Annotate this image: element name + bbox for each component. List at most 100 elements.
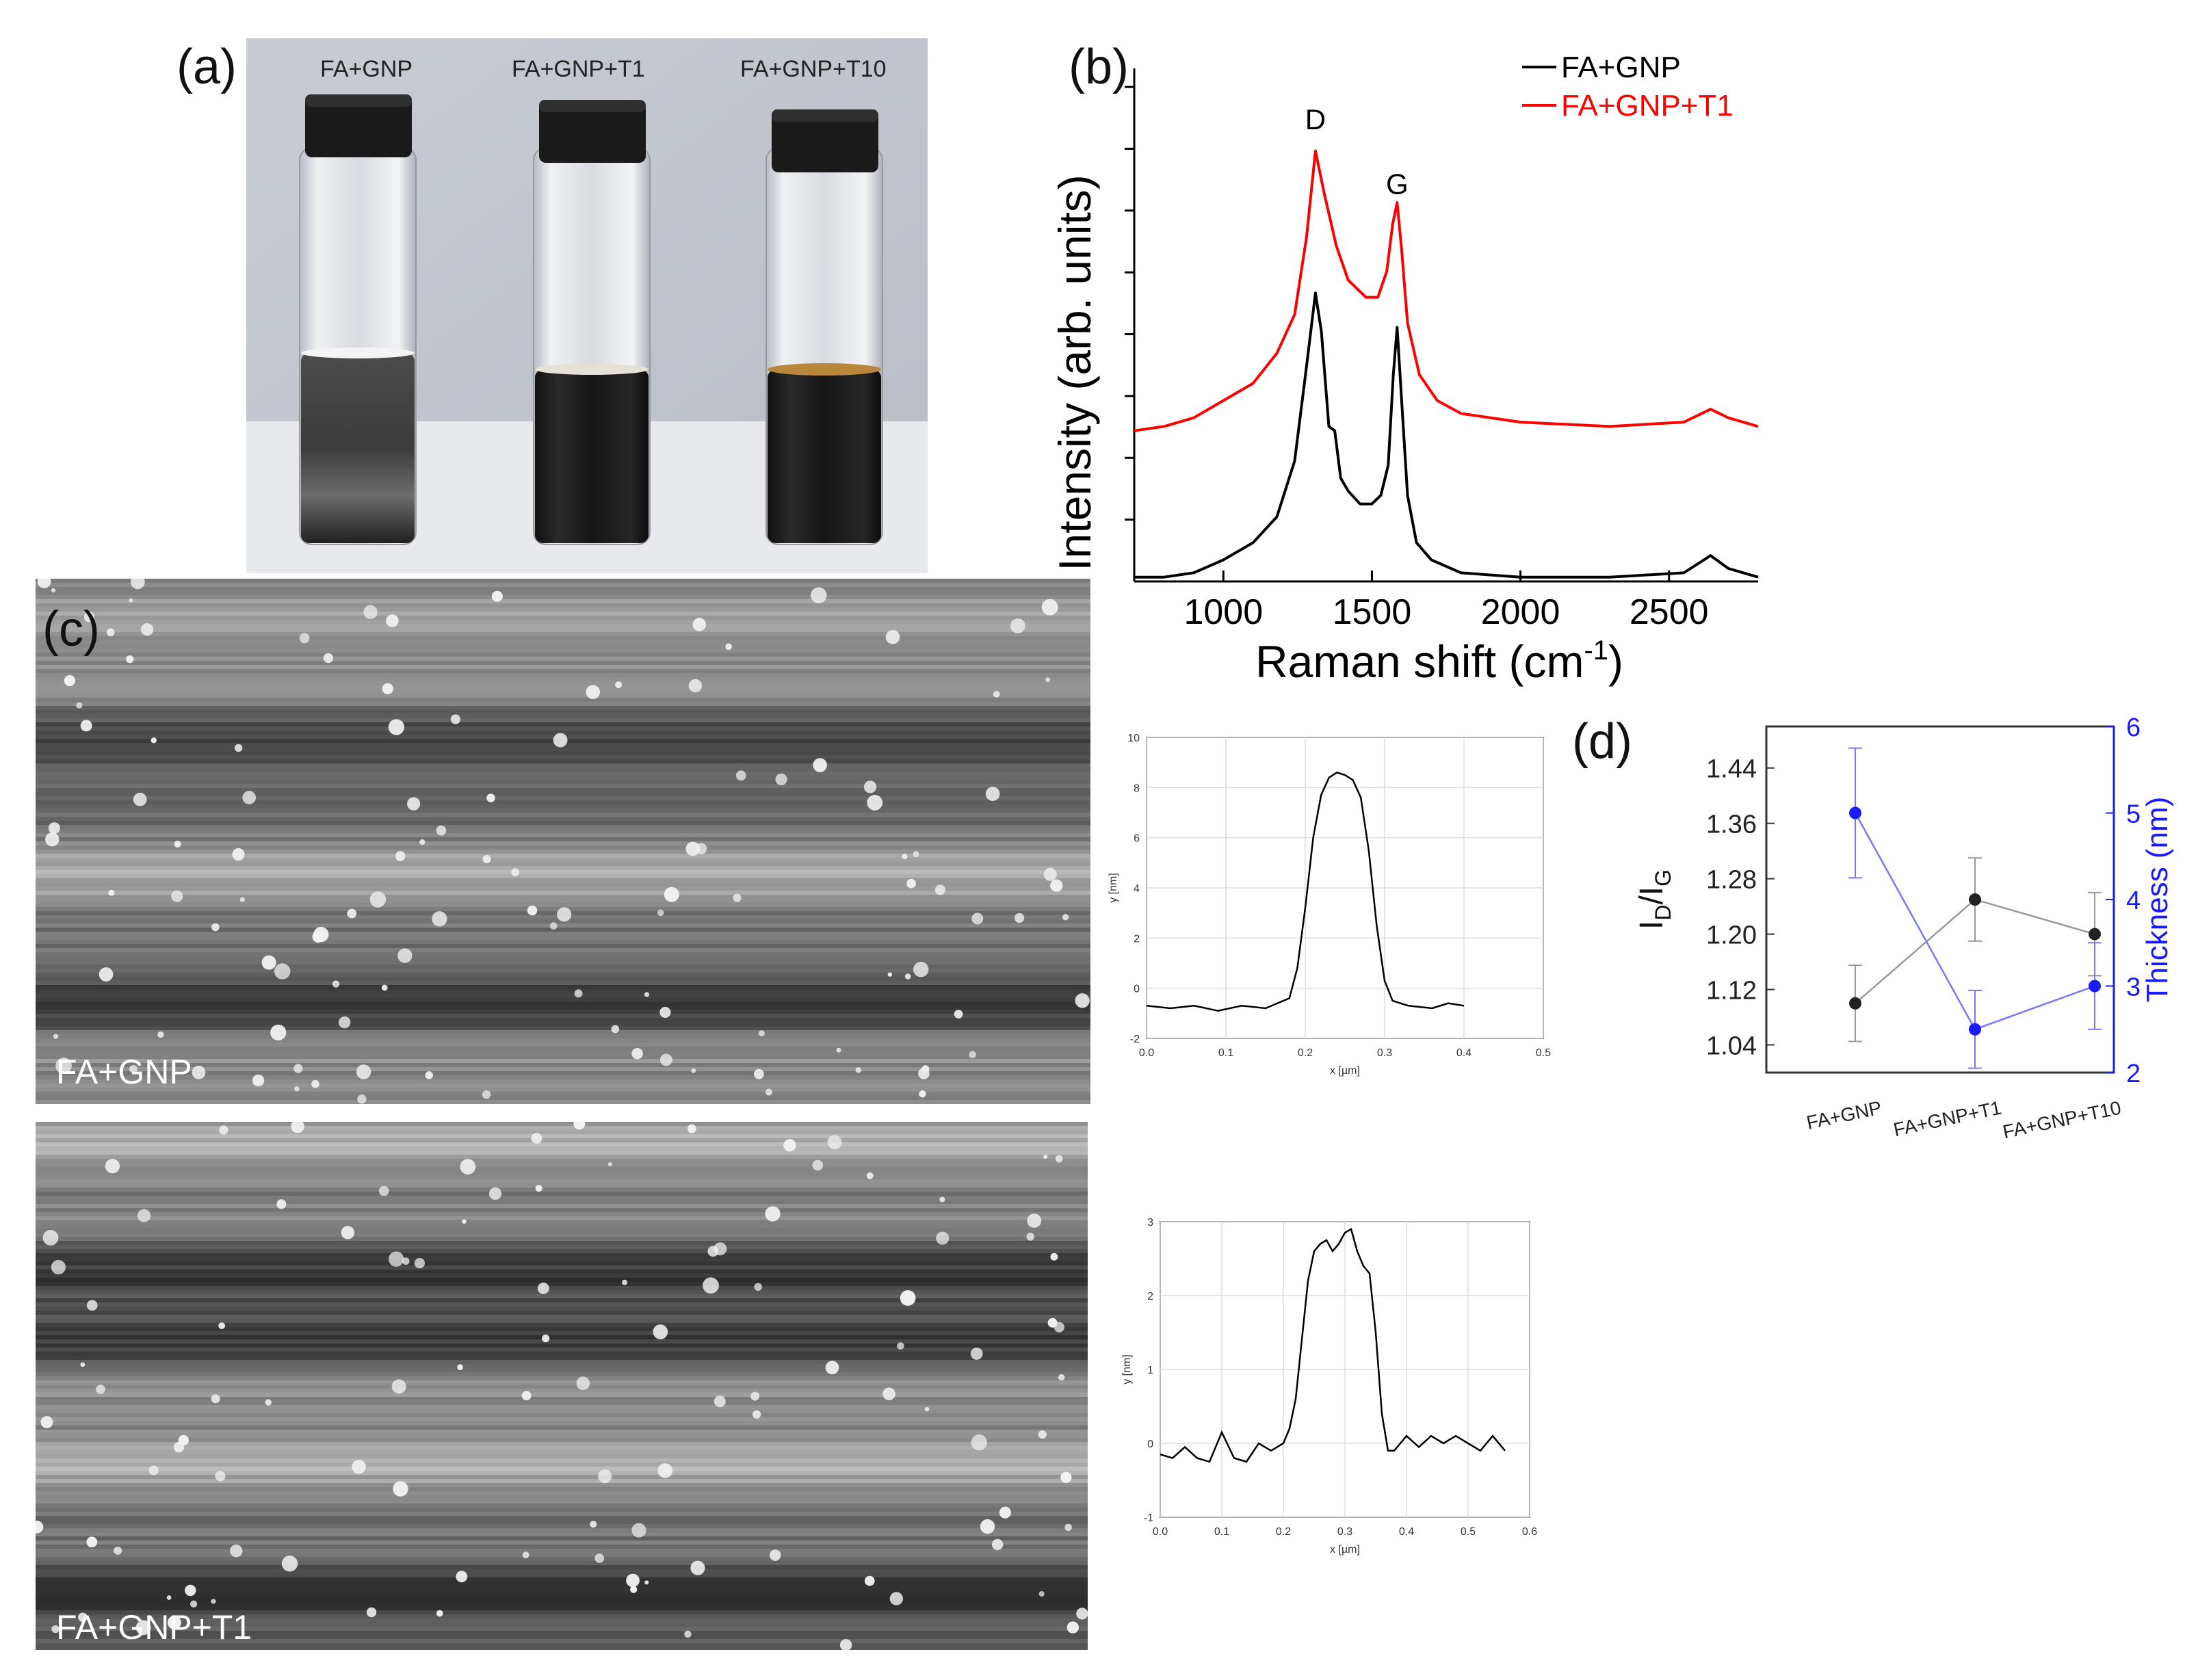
afm-scanline (36, 1549, 1088, 1553)
afm-scanline (36, 1586, 1088, 1590)
afm-particle (900, 1290, 916, 1306)
afm-particle (753, 1068, 764, 1079)
afm-scanline (36, 1413, 1088, 1417)
afm-scanline (36, 1614, 1088, 1618)
afm-scanline (36, 702, 1090, 706)
afm-scanline (36, 1553, 1088, 1557)
afm-particle (436, 825, 447, 836)
afm-particle (535, 1185, 542, 1192)
afm-particle (274, 963, 291, 980)
afm-particle (1060, 1471, 1072, 1483)
afm-scanline (36, 1417, 1088, 1421)
afm-particle (631, 1523, 646, 1538)
afm-particle (971, 1434, 987, 1451)
afm-scanline (36, 1610, 1088, 1614)
afm-scanline (36, 1635, 1088, 1639)
afm-particle (299, 633, 310, 644)
afm-scanline (36, 1643, 1088, 1647)
series-line-0 (1134, 291, 1759, 579)
afm-particle (42, 1230, 59, 1246)
afm-particle (690, 1560, 705, 1575)
afm-scanline (36, 804, 1090, 809)
afm-scanline (36, 784, 1090, 788)
afm-particle (531, 1133, 542, 1144)
afm-particle (867, 795, 883, 811)
afm-particle (954, 1010, 963, 1019)
afm-particle (366, 1607, 377, 1618)
afm-particle (527, 905, 538, 916)
afm-particle (189, 1600, 198, 1608)
afm-scanline (36, 747, 1090, 751)
afm-scanline (36, 1006, 1090, 1010)
afm-scanline (36, 694, 1090, 698)
afm-particle (904, 973, 911, 980)
afm-scanline (36, 1224, 1088, 1229)
afm-scanline (36, 1471, 1088, 1475)
vial-fa-gnp-t1 (533, 100, 651, 545)
afm-scanline (36, 1618, 1088, 1623)
afm-particle (1045, 677, 1051, 683)
peak-label: G (1386, 168, 1409, 200)
afm-scanline (36, 1138, 1088, 1142)
afm-scanline (36, 809, 1090, 813)
afm-particle (586, 685, 600, 699)
afm-scanline (36, 1323, 1088, 1327)
afm-particle (51, 1259, 66, 1275)
afm-particle (1067, 1621, 1079, 1633)
afm-scanline (36, 841, 1090, 845)
afm-scanline (36, 1142, 1088, 1146)
afm-particle (51, 1625, 60, 1633)
y2-axis-label: Thickness (nm) (2141, 797, 2174, 1003)
afm-scanline (36, 1146, 1088, 1151)
x-tick-label: 0.4 (1456, 1047, 1471, 1059)
afm-particle (783, 1139, 796, 1152)
afm-particle (1050, 1252, 1058, 1261)
afm-particle (151, 737, 157, 744)
afm-particle (644, 1580, 649, 1585)
afm-scanline (36, 1631, 1088, 1635)
afm-scanline (36, 1001, 1090, 1006)
y2-tick-label: 6 (2126, 713, 2141, 742)
afm-scanline (36, 1067, 1090, 1071)
afm-scanline (36, 632, 1090, 636)
afm-particle (491, 590, 503, 602)
afm-particle (363, 605, 378, 619)
afm-scanline (36, 1249, 1088, 1253)
afm-particle (549, 922, 558, 930)
afm-scanline (36, 1499, 1088, 1504)
afm-scanline (36, 1319, 1088, 1323)
afm-scanline (36, 1084, 1090, 1088)
y-tick-label: -2 (1130, 1034, 1140, 1045)
afm-scanline (36, 665, 1090, 669)
afm-particle (219, 1125, 228, 1135)
afm-scanline (36, 1026, 1090, 1030)
afm-scanline (36, 1022, 1090, 1026)
afm-scanline (36, 1055, 1090, 1059)
afm-scanline (36, 1196, 1088, 1200)
afm-particle (166, 1595, 172, 1600)
afm-scanline (36, 1606, 1088, 1610)
afm-scanline (36, 648, 1090, 653)
afm-scanline (36, 969, 1090, 973)
afm-scanline (36, 1356, 1088, 1360)
afm-particle (557, 907, 572, 922)
afm-particle (157, 1031, 164, 1038)
afm-scanline (36, 698, 1090, 702)
afm-particle (1076, 1607, 1088, 1620)
afm-scanline (36, 1179, 1088, 1183)
panel-b-label: (b) (1069, 40, 1129, 94)
afm-particle (659, 1006, 671, 1019)
afm-particle (919, 1090, 926, 1098)
afm-scanline (36, 1079, 1090, 1084)
x-tick-label: 2500 (1630, 592, 1709, 632)
afm-scanline (36, 763, 1090, 767)
afm-scanline (36, 1159, 1088, 1163)
afm-particle (436, 1610, 443, 1617)
afm-scanline (36, 1010, 1090, 1014)
afm-scanline (36, 1018, 1090, 1022)
afm-scanline (36, 1627, 1088, 1631)
afm-scanline (36, 948, 1090, 952)
afm-scanline (36, 1063, 1090, 1067)
afm-particle (971, 913, 984, 925)
